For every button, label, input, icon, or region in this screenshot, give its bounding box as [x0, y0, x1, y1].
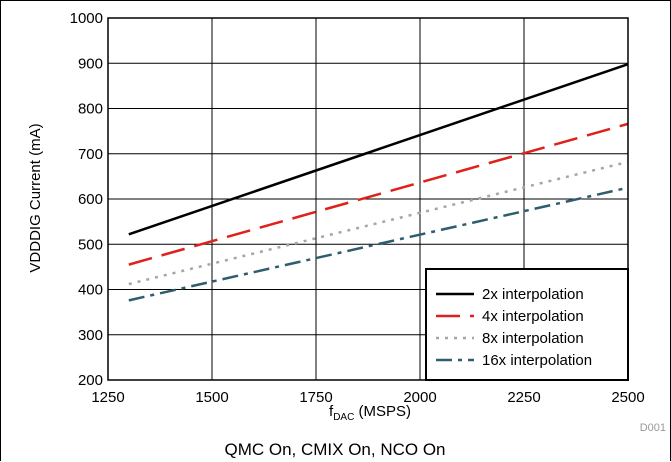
series-group — [128, 62, 629, 302]
x-tick-label: 1250 — [91, 389, 124, 406]
legend-box — [425, 268, 629, 381]
x-tick-labels: 1250 1500 1750 2000 2250 2500 — [91, 389, 644, 406]
legend-label-4: 16x interpolation — [482, 352, 592, 369]
y-tick-label: 300 — [78, 327, 103, 344]
chart-caption: QMC On, CMIX On, NCO On — [224, 440, 445, 459]
x-tick-label: 2500 — [611, 389, 644, 406]
y-tick-label: 800 — [78, 101, 103, 118]
y-axis-label: VDDDIG Current (mA) — [27, 123, 44, 272]
series-line-2 — [128, 122, 629, 266]
x-tick-label: 2000 — [403, 389, 436, 406]
x-tick-label: 2250 — [507, 389, 540, 406]
legend-label-1: 2x interpolation — [482, 286, 584, 303]
series-line-1 — [128, 62, 629, 236]
y-tick-label: 600 — [78, 191, 103, 208]
legend: 2x interpolation 4x interpolation 8x inter… — [425, 268, 629, 381]
y-tick-labels: 200 300 400 500 600 700 800 900 1000 — [70, 10, 103, 389]
series-line-3 — [128, 160, 629, 286]
y-tick-label: 700 — [78, 146, 103, 163]
x-tick-label: 1500 — [195, 389, 228, 406]
y-tick-label: 1000 — [70, 10, 103, 27]
x-tick-label: 1750 — [299, 389, 332, 406]
legend-label-3: 8x interpolation — [482, 330, 584, 347]
plot-area-border — [107, 17, 629, 381]
x-axis-label: fDAC (MSPS) — [329, 403, 411, 423]
y-tick-label: 900 — [78, 55, 103, 72]
y-tick-label: 200 — [78, 372, 103, 389]
y-tick-label: 400 — [78, 282, 103, 299]
y-tick-label: 500 — [78, 236, 103, 253]
figure-id: D001 — [640, 422, 666, 434]
series-line-4 — [128, 186, 629, 302]
legend-label-2: 4x interpolation — [482, 308, 584, 325]
